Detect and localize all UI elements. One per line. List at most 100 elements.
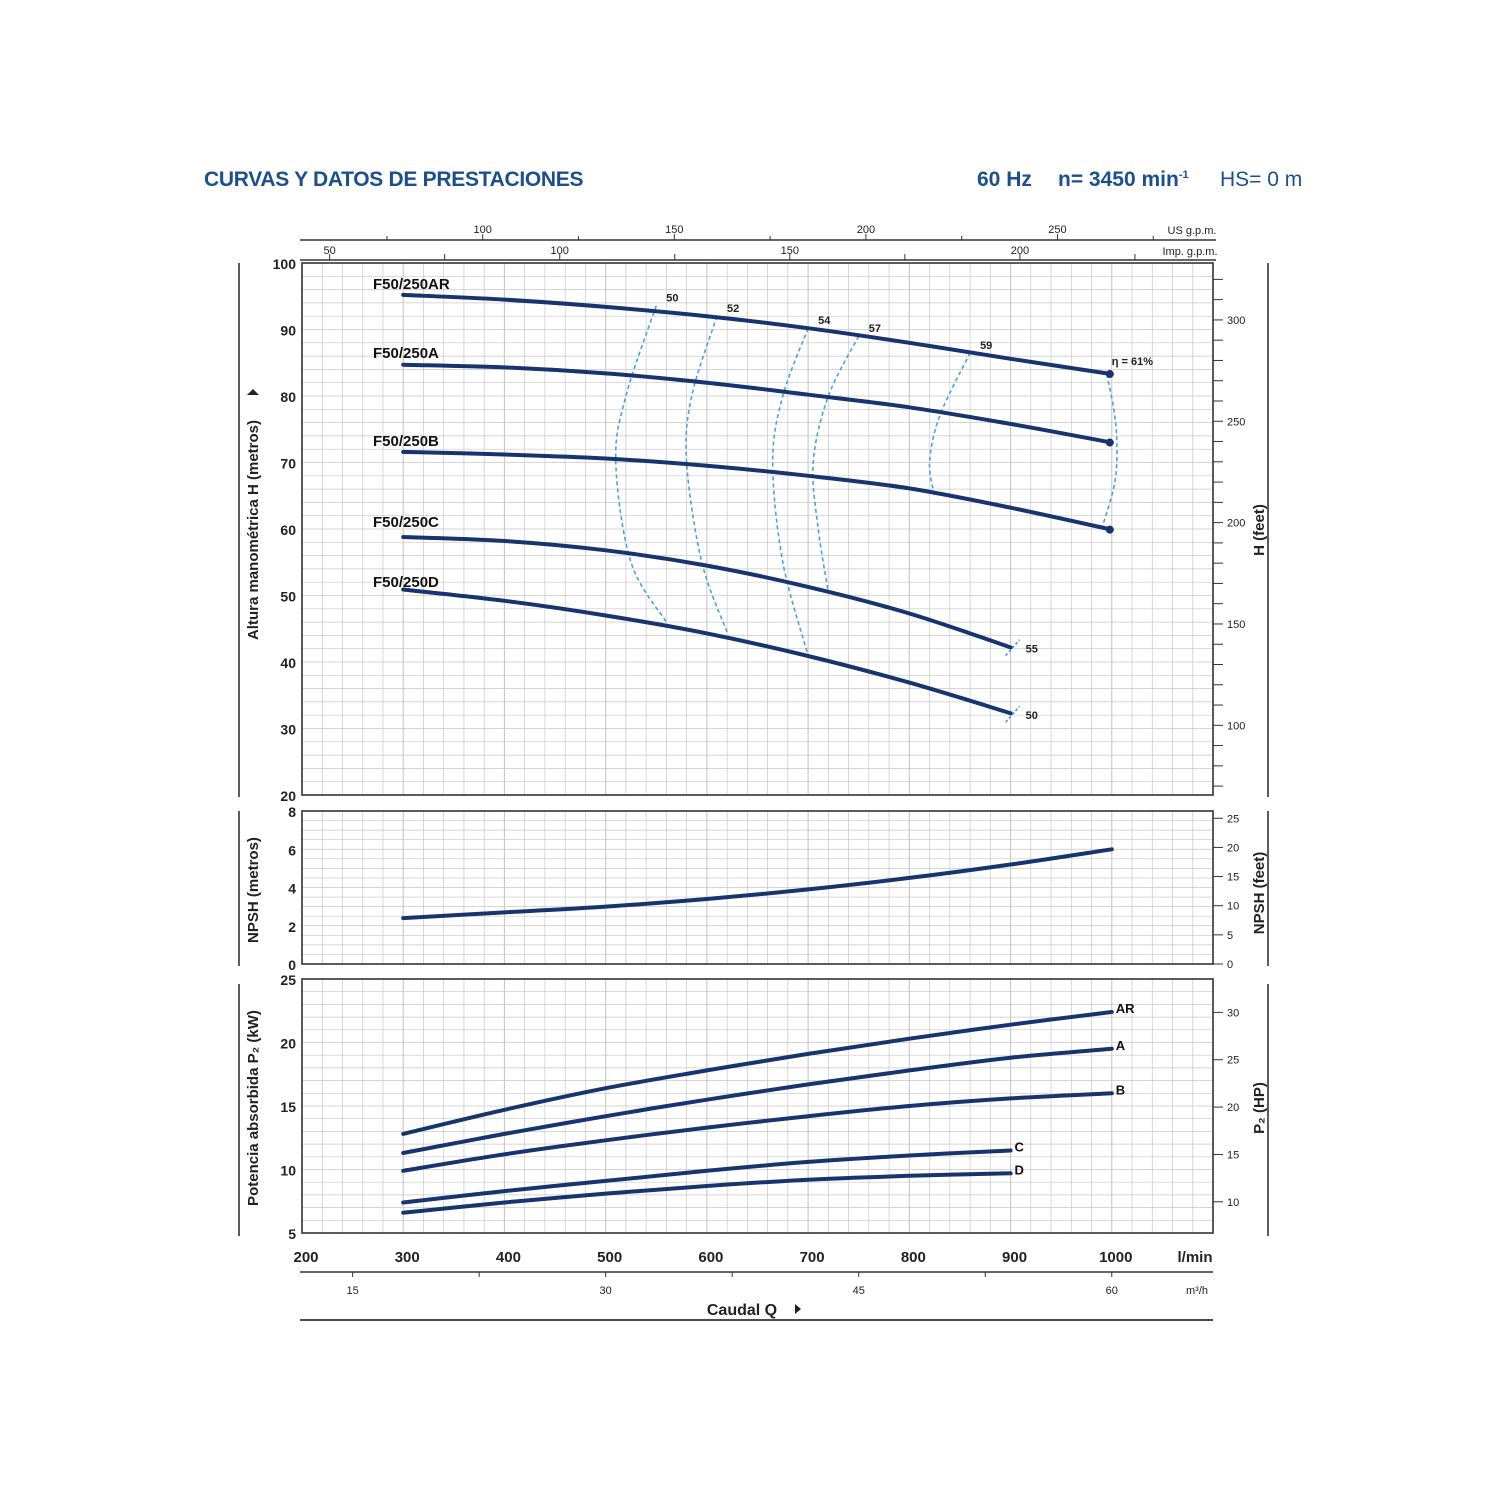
top-us-tick-label: 100 — [474, 224, 492, 236]
power-curve-label: AR — [1116, 1001, 1135, 1016]
x-tick-m3h: 60 — [1106, 1285, 1118, 1297]
top-us-tick-label: 150 — [665, 224, 683, 236]
efficiency-end-label: 55 — [1026, 644, 1038, 656]
power-curve-label: D — [1015, 1162, 1024, 1177]
power-y-tick: 25 — [280, 972, 296, 988]
x-tick-m3h: 30 — [600, 1285, 612, 1297]
x-tick-lmin: 200 — [293, 1249, 318, 1266]
x-tick-lmin: 800 — [901, 1249, 926, 1266]
head-y2-tick: 300 — [1227, 315, 1245, 327]
npsh-y-tick: 0 — [288, 957, 296, 973]
efficiency-label: 54 — [818, 315, 831, 327]
efficiency-line — [1100, 373, 1118, 530]
top-imp-tick-label: 100 — [551, 245, 569, 257]
head-curve-label: F50/250D — [373, 574, 439, 591]
best-efficiency-dot — [1105, 370, 1114, 379]
efficiency-label: 50 — [666, 293, 678, 305]
power-panel-frame — [301, 978, 1214, 1234]
power-y-tick: 20 — [280, 1036, 296, 1052]
power-curve-ar — [401, 1010, 1114, 1136]
efficiency-end-label: 50 — [1026, 710, 1038, 722]
frequency-label: 60 Hz — [977, 168, 1032, 191]
head-panel-frame — [301, 262, 1214, 796]
head-y-tick: 30 — [280, 722, 296, 738]
head-y-tick: 20 — [280, 788, 296, 804]
power-y2-title: P₂ (HP) — [1251, 1082, 1268, 1134]
top-imp-tick-label: 200 — [1011, 245, 1029, 257]
npsh-panel-grid — [301, 810, 1214, 965]
head-y-tick: 50 — [280, 589, 296, 605]
npsh-y2-tick: 0 — [1227, 959, 1233, 971]
power-curve-a — [401, 1046, 1114, 1155]
head-curve-label: F50/250A — [373, 345, 439, 362]
power-panel-grid — [301, 978, 1214, 1234]
head-curve-f50-250d — [401, 587, 1013, 716]
top-us-tick-label: 250 — [1048, 224, 1066, 236]
x-tick-lmin: 600 — [698, 1249, 723, 1266]
x-tick-m3h: 15 — [346, 1285, 358, 1297]
top-us-unit: US g.p.m. — [1168, 225, 1217, 237]
head-curve-label: F50/250AR — [373, 276, 450, 293]
text-layer: 2030405060708090100024685101520251001502… — [245, 224, 1268, 1319]
head-y2-tick: 200 — [1227, 518, 1245, 530]
speed-exponent: -1 — [1178, 169, 1189, 181]
power-y2-tick: 30 — [1227, 1007, 1239, 1019]
efficiency-end-mark — [1005, 639, 1021, 657]
head-y2-title: H (feet) — [1251, 504, 1268, 556]
x-tick-lmin: 1000 — [1099, 1249, 1132, 1266]
npsh-curve — [401, 847, 1114, 921]
npsh-y-tick: 2 — [288, 919, 296, 935]
x-tick-lmin: 700 — [800, 1249, 825, 1266]
efficiency-end-mark — [1005, 705, 1021, 723]
efficiency-label: η = 61% — [1112, 356, 1153, 368]
power-curve-b — [401, 1091, 1114, 1173]
x-unit-lmin: l/min — [1177, 1249, 1212, 1266]
speed-prefix: n= 3450 min — [1058, 168, 1179, 191]
power-y2-tick: 15 — [1227, 1149, 1239, 1161]
power-curve-d — [401, 1171, 1013, 1215]
best-efficiency-dot — [1105, 525, 1114, 534]
top-imp-tick-label: 50 — [324, 245, 336, 257]
frame-layer — [238, 234, 1269, 1321]
efficiency-line — [771, 327, 809, 656]
head-curve-f50-250a — [401, 362, 1114, 445]
x-axis-arrow — [795, 1304, 801, 1314]
npsh-y2-tick: 15 — [1227, 872, 1239, 884]
head-y-tick: 80 — [280, 389, 296, 405]
npsh-y-tick: 8 — [288, 804, 296, 820]
head-curve-f50-250b — [401, 449, 1114, 532]
npsh-y-title: NPSH (metros) — [245, 837, 262, 943]
npsh-y-tick: 6 — [288, 842, 296, 858]
npsh-y-tick: 4 — [288, 881, 296, 897]
head-curve-label: F50/250B — [373, 433, 439, 450]
head-panel-grid — [301, 262, 1214, 796]
power-curve-label: C — [1015, 1139, 1025, 1154]
x-tick-lmin: 500 — [597, 1249, 622, 1266]
head-curve-label: F50/250C — [373, 514, 439, 531]
suction-label: HS= 0 m — [1220, 168, 1303, 191]
power-y-title: Potencia absorbida P₂ (kW) — [245, 1010, 262, 1206]
head-y-tick: 40 — [280, 655, 296, 671]
npsh-y2-tick: 10 — [1227, 901, 1239, 913]
head-curve-f50-250c — [401, 535, 1013, 650]
power-curve-label: B — [1116, 1082, 1125, 1097]
top-us-tick-label: 200 — [857, 224, 875, 236]
head-y-tick: 90 — [280, 323, 296, 339]
efficiency-line — [928, 352, 971, 496]
power-curve-c — [401, 1148, 1013, 1205]
power-y-tick: 10 — [280, 1163, 296, 1179]
power-y2-tick: 10 — [1227, 1197, 1239, 1209]
top-imp-unit: Imp. g.p.m. — [1162, 246, 1217, 258]
npsh-y2-tick: 25 — [1227, 813, 1239, 825]
curve-layer — [401, 292, 1114, 1215]
efficiency-line — [614, 305, 668, 623]
x-tick-m3h: 45 — [853, 1285, 865, 1297]
head-y2-tick: 150 — [1227, 619, 1245, 631]
npsh-y2-title: NPSH (feet) — [1251, 852, 1268, 935]
npsh-y2-tick: 20 — [1227, 842, 1239, 854]
efficiency-line — [812, 335, 860, 593]
head-y-title: Altura manométrica H (metros) — [245, 420, 262, 640]
head-y2-tick: 250 — [1227, 416, 1245, 428]
efficiency-label: 57 — [869, 323, 881, 335]
head-y-arrow — [247, 389, 259, 395]
